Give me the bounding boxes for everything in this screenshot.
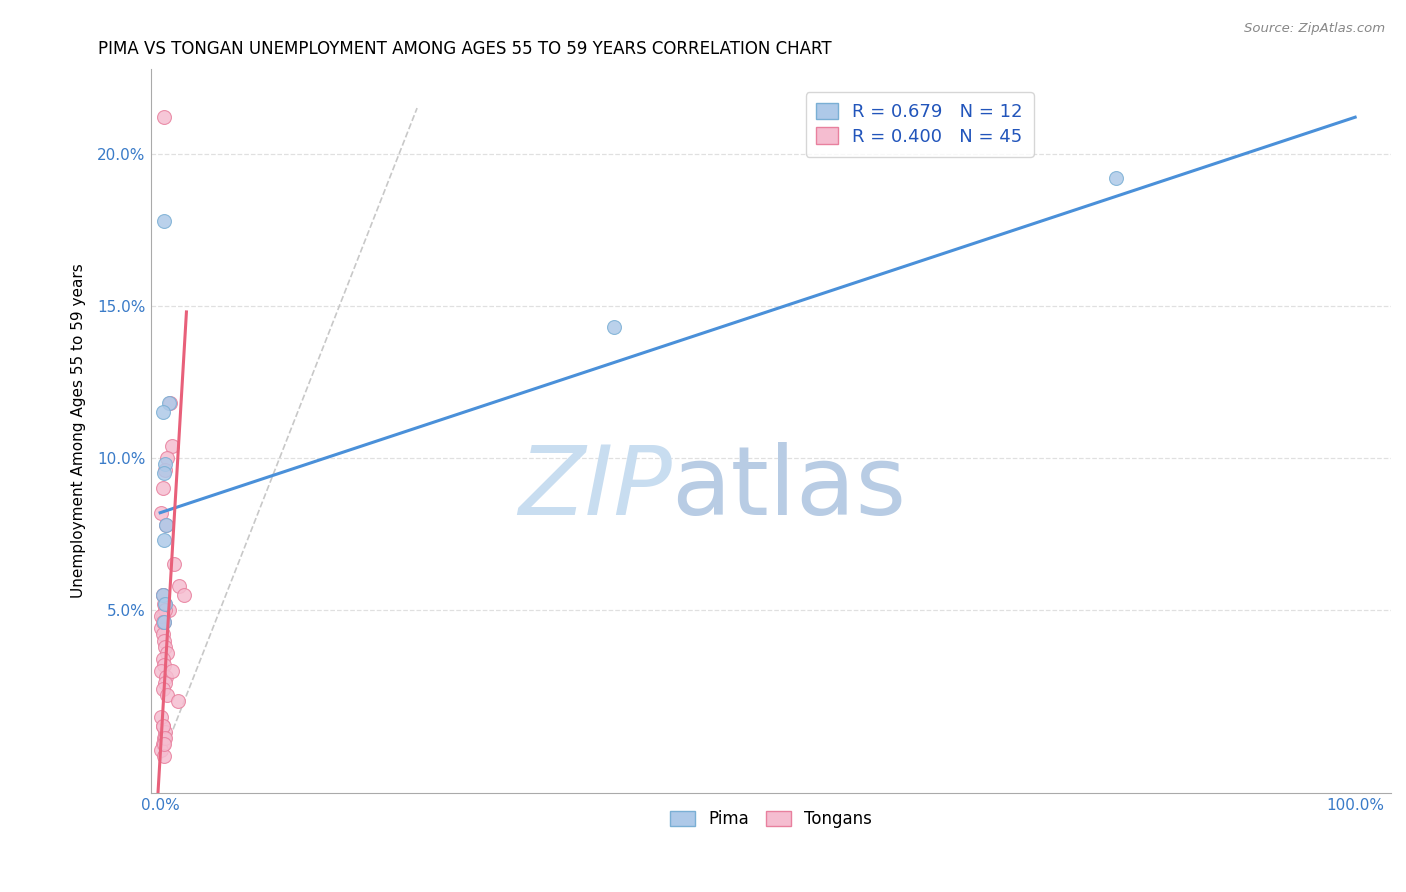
Point [159,396,181,410]
Point [152,737,174,751]
Point [153,457,176,471]
Point [153,724,176,739]
Y-axis label: Unemployment Among Ages 55 to 59 years: Unemployment Among Ages 55 to 59 years [72,263,86,598]
Point [150,621,173,635]
Point [152,615,174,630]
Point [152,482,174,496]
Point [160,439,183,453]
Point [150,609,173,624]
Point [152,749,174,764]
Point [167,694,190,708]
Point [153,603,176,617]
Point [152,627,174,641]
Point [152,633,174,648]
Point [152,615,174,630]
Point [157,603,180,617]
Point [152,719,174,733]
Point [152,657,174,672]
Point [153,640,176,654]
Point [152,588,174,602]
Point [152,597,174,611]
Point [152,588,174,602]
Point [153,597,176,611]
Point [152,110,174,124]
Point [150,743,173,757]
Point [150,506,173,520]
Point [152,615,174,630]
Point [152,588,174,602]
Point [156,646,179,660]
Point [153,676,176,690]
Point [152,737,174,751]
Point [152,533,174,548]
Point [152,682,174,697]
Point [160,664,183,678]
Point [152,731,174,745]
Point [156,450,179,465]
Point [155,670,177,684]
Point [163,558,186,572]
Text: Source: ZipAtlas.com: Source: ZipAtlas.com [1244,22,1385,36]
Point [155,517,177,532]
Point [156,688,179,702]
Point [169,579,191,593]
Point [152,609,174,624]
Point [1105,171,1128,186]
Point [153,597,176,611]
Point [153,463,176,477]
Legend: Pima, Tongans: Pima, Tongans [664,804,879,835]
Point [155,517,177,532]
Point [152,652,174,666]
Point [152,466,174,480]
Point [150,709,173,723]
Point [153,731,176,745]
Point [152,213,174,227]
Point [157,396,180,410]
Point [603,320,626,334]
Point [150,664,173,678]
Text: atlas: atlas [672,442,907,535]
Point [152,405,174,419]
Text: ZIP: ZIP [517,442,672,535]
Point [152,719,174,733]
Point [173,588,195,602]
Text: PIMA VS TONGAN UNEMPLOYMENT AMONG AGES 55 TO 59 YEARS CORRELATION CHART: PIMA VS TONGAN UNEMPLOYMENT AMONG AGES 5… [98,40,832,58]
